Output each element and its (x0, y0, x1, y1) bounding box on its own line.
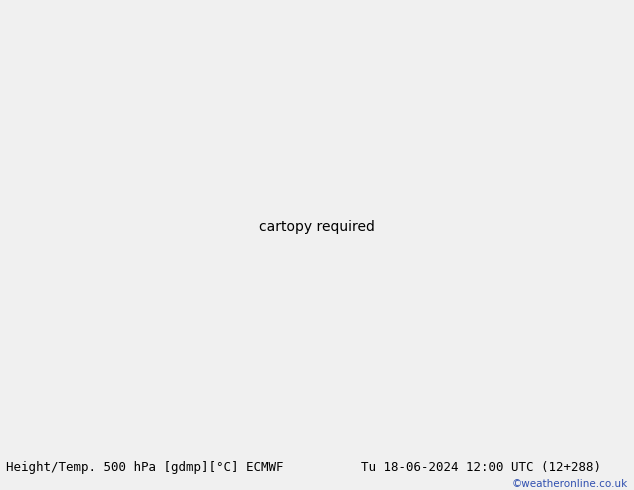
Text: ©weatheronline.co.uk: ©weatheronline.co.uk (512, 480, 628, 490)
Text: cartopy required: cartopy required (259, 220, 375, 234)
Text: Height/Temp. 500 hPa [gdmp][°C] ECMWF: Height/Temp. 500 hPa [gdmp][°C] ECMWF (6, 462, 284, 474)
Text: Tu 18-06-2024 12:00 UTC (12+288): Tu 18-06-2024 12:00 UTC (12+288) (361, 462, 602, 474)
